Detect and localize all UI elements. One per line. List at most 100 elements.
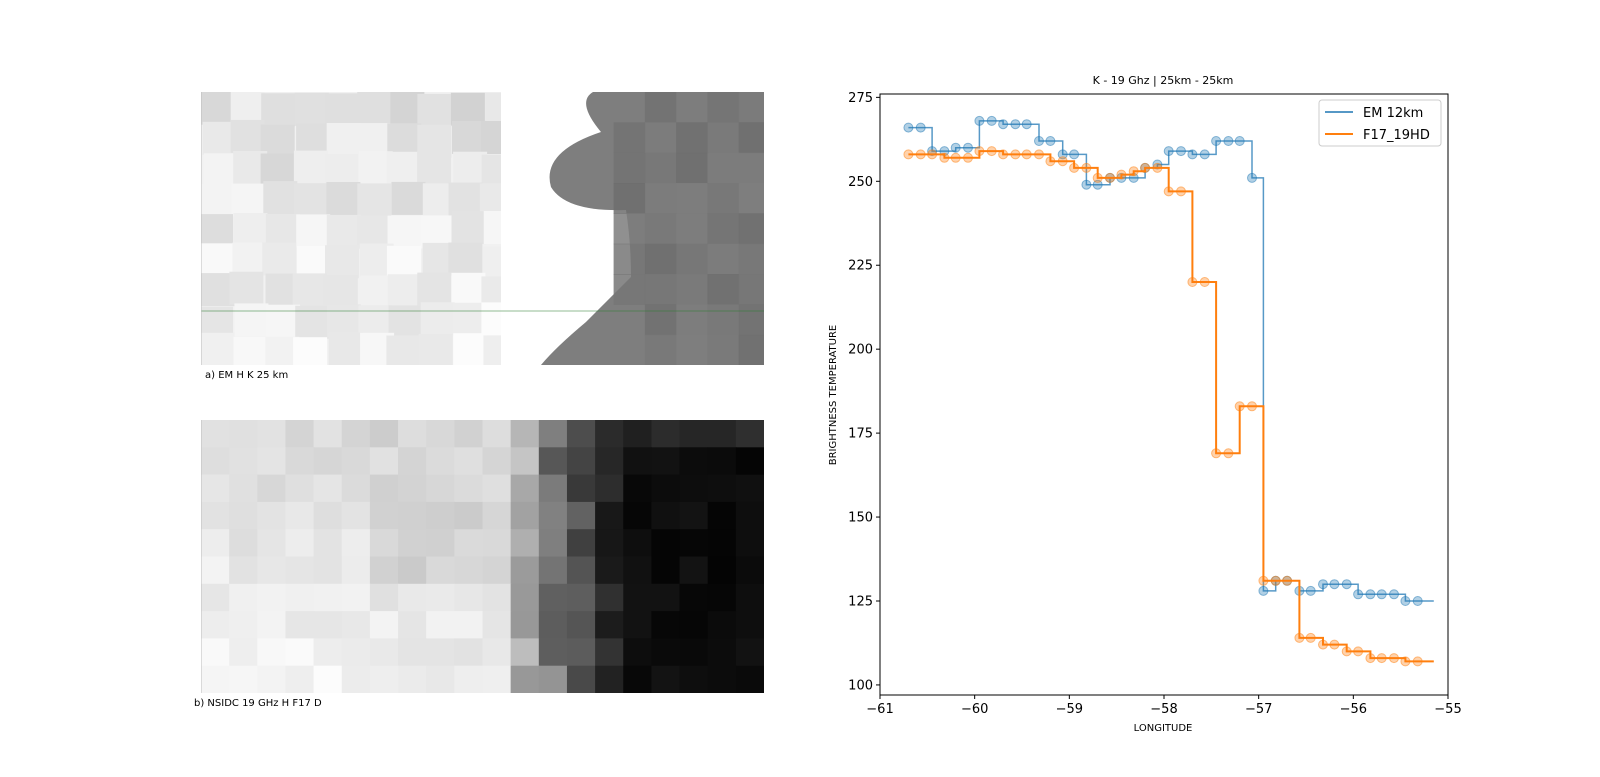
data-point-em-12km [1092, 179, 1103, 190]
data-point-f17-19hd [1069, 162, 1080, 173]
data-point-em-12km [1329, 579, 1340, 590]
y-tick-label: 250 [848, 175, 873, 190]
x-tick-label: −55 [1434, 702, 1461, 717]
data-point-em-12km [1045, 136, 1056, 146]
data-point-f17-19hd [1163, 186, 1174, 197]
plot-area-frame [879, 93, 1449, 696]
data-point-f17-19hd [915, 149, 926, 160]
data-point-f17-19hd [1294, 632, 1305, 643]
data-point-em-12km [927, 146, 938, 157]
data-point-f17-19hd [1282, 575, 1293, 586]
data-point-em-12km [998, 119, 1009, 130]
y-tick-label: 225 [848, 259, 873, 274]
data-point-f17-19hd [1211, 448, 1222, 459]
map-panel-em-h-k [201, 92, 764, 365]
nsidc-cells [201, 420, 764, 693]
y-tick-label: 175 [848, 427, 873, 442]
data-point-f17-19hd [1092, 172, 1103, 183]
data-point-em-12km [1258, 585, 1269, 596]
data-point-f17-19hd [1045, 156, 1056, 167]
data-point-f17-19hd [1199, 277, 1210, 287]
caption-em-h-k: a) EM H K 25 km [205, 370, 289, 381]
chart-title: K - 19 Ghz | 25km - 25km [1093, 74, 1234, 87]
data-point-f17-19hd [998, 149, 1009, 160]
data-point-em-12km [1376, 589, 1387, 600]
y-tick-label: 150 [848, 511, 873, 526]
data-point-f17-19hd [1234, 401, 1245, 412]
data-point-em-12km [1199, 149, 1210, 160]
caption-nsidc-19ghz: b) NSIDC 19 GHz H F17 D [194, 698, 322, 709]
x-tick-label: −58 [1150, 702, 1177, 717]
y-axis-label: BRIGHTNESS TEMPERATURE [828, 325, 839, 466]
y-tick-label: 275 [848, 91, 873, 106]
y-tick-label: 200 [848, 343, 873, 358]
data-point-em-12km [986, 115, 997, 126]
data-point-em-12km [1353, 589, 1364, 600]
data-point-f17-19hd [1247, 401, 1257, 412]
data-point-em-12km [1389, 589, 1399, 600]
data-point-f17-19hd [1057, 156, 1068, 167]
data-point-f17-19hd [974, 146, 985, 157]
series-line-f17-19hd [908, 150, 1434, 663]
nsidc-19ghz-image [201, 420, 764, 693]
data-point-f17-19hd [1258, 575, 1269, 586]
data-point-em-12km [1341, 579, 1352, 590]
data-point-f17-19hd [950, 152, 961, 163]
legend-label-f17-19hd: F17_19HD [1363, 128, 1430, 143]
data-point-em-12km [1412, 596, 1423, 606]
data-point-em-12km [1163, 146, 1174, 157]
data-point-f17-19hd [1081, 162, 1092, 173]
data-point-f17-19hd [1187, 277, 1198, 287]
data-point-f17-19hd [1305, 632, 1316, 643]
data-point-f17-19hd [1365, 653, 1376, 664]
data-point-f17-19hd [1270, 575, 1281, 586]
x-tick-label: −59 [1056, 702, 1083, 717]
y-tick-label: 100 [848, 678, 873, 693]
data-point-em-12km [974, 115, 985, 126]
em-h-k-image [201, 92, 764, 365]
data-point-em-12km [1081, 179, 1092, 190]
data-point-em-12km [963, 142, 973, 153]
y-tick-label: 125 [848, 594, 873, 609]
data-point-f17-19hd [1176, 186, 1186, 197]
data-point-f17-19hd [1329, 639, 1340, 650]
data-point-f17-19hd [1140, 162, 1151, 173]
data-point-f17-19hd [1341, 646, 1352, 657]
data-point-f17-19hd [1105, 172, 1115, 183]
data-point-em-12km [1223, 136, 1234, 146]
data-point-f17-19hd [1223, 448, 1234, 459]
data-point-em-12km [1187, 149, 1198, 160]
legend-label-em-12km: EM 12km [1363, 106, 1423, 121]
data-point-f17-19hd [927, 149, 938, 160]
data-point-f17-19hd [903, 149, 914, 160]
data-point-f17-19hd [939, 152, 950, 163]
data-point-em-12km [1234, 136, 1245, 146]
data-point-f17-19hd [986, 146, 997, 157]
data-point-em-12km [1057, 149, 1068, 160]
data-point-f17-19hd [1152, 162, 1163, 173]
data-point-em-12km [915, 122, 926, 133]
data-point-em-12km [1318, 579, 1328, 590]
ice-edge-white-band [501, 92, 631, 365]
data-point-em-12km [950, 142, 961, 153]
data-point-f17-19hd [963, 152, 973, 163]
data-point-f17-19hd [1021, 149, 1032, 160]
x-tick-label: −61 [866, 702, 893, 717]
em-h-k-ocean-cells [541, 92, 764, 365]
data-point-f17-19hd [1318, 639, 1328, 650]
series-line-em-12km [908, 120, 1434, 602]
data-point-f17-19hd [1389, 653, 1399, 664]
data-point-f17-19hd [1412, 656, 1423, 667]
data-point-em-12km [1305, 585, 1316, 596]
data-point-f17-19hd [1400, 656, 1411, 667]
data-point-f17-19hd [1034, 149, 1044, 160]
data-point-em-12km [1069, 149, 1080, 160]
data-point-em-12km [1034, 136, 1044, 146]
data-point-em-12km [1365, 589, 1376, 600]
data-point-f17-19hd [1353, 646, 1364, 657]
data-point-f17-19hd [1010, 149, 1021, 160]
x-axis-label: LONGITUDE [1134, 723, 1193, 734]
data-point-em-12km [1400, 596, 1411, 606]
data-point-em-12km [1247, 172, 1257, 183]
